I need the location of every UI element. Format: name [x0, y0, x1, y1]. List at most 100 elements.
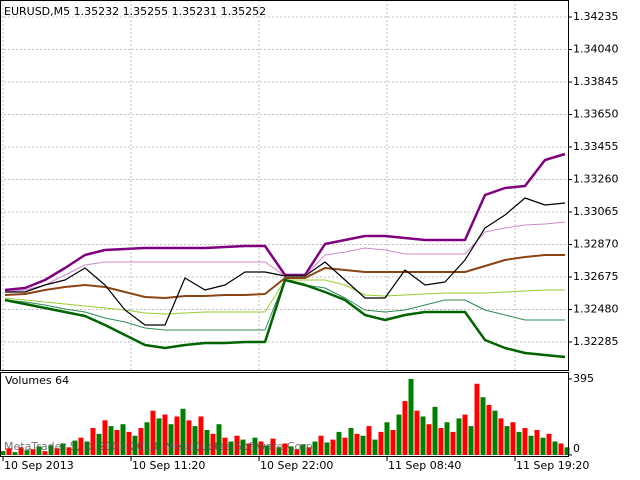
volume-bar [402, 401, 408, 455]
series-line [4, 278, 566, 359]
volume-bar [366, 426, 372, 455]
volume-bar [330, 439, 336, 455]
volume-bar [252, 437, 258, 455]
volume-bar [450, 431, 456, 455]
y-tick-label: 1.33260 [573, 173, 619, 186]
volume-bar [114, 429, 120, 455]
volume-bar [120, 424, 126, 455]
volume-bar [90, 428, 96, 455]
volume-bar [396, 414, 402, 455]
volume-bar [126, 431, 132, 455]
y-tick-label: 1.32675 [573, 270, 619, 283]
volume-bar [72, 440, 78, 455]
volume-bar [558, 443, 564, 455]
series-line [4, 152, 566, 292]
volume-bar [144, 422, 150, 455]
volume-bar [240, 439, 246, 455]
volume-bar [498, 418, 504, 455]
volume-bar [540, 437, 546, 455]
volume-bar [522, 428, 528, 455]
volume-bar [78, 437, 84, 455]
volume-bar [546, 433, 552, 455]
volume-bar [390, 429, 396, 455]
volume-bar [234, 435, 240, 455]
watermark: MetaTrader 5, © 2001-2013, MetaQuotes So… [4, 440, 316, 453]
volume-bar [492, 410, 498, 455]
volume-bar [246, 443, 252, 455]
volume-bar [174, 416, 180, 455]
volume-bar [294, 449, 300, 455]
volume-bar [324, 442, 330, 455]
chart-title: EURUSD,M5 1.35232 1.35255 1.35231 1.3525… [4, 5, 266, 18]
volume-bar [96, 433, 102, 455]
y-tick-label: 395 [573, 372, 594, 385]
volume-bar [438, 428, 444, 455]
volume-bar [54, 448, 60, 455]
volume-bar [12, 452, 18, 455]
volume-bar [66, 447, 72, 455]
volume-bar [408, 378, 414, 455]
volume-bar [180, 408, 186, 455]
volume-bar [348, 428, 354, 455]
volume-bar [552, 441, 558, 455]
volume-bar [318, 435, 324, 455]
volume-bar [342, 437, 348, 455]
volume-bar [420, 416, 426, 455]
volume-bar [288, 446, 294, 455]
volume-bar [354, 433, 360, 455]
volume-bar [60, 443, 66, 455]
y-tick-label: 1.32285 [573, 335, 619, 348]
y-tick-label: 1.34235 [573, 10, 619, 23]
volume-bar [204, 429, 210, 455]
y-tick-label: 1.33650 [573, 108, 619, 121]
volume-bar [210, 433, 216, 455]
volume-bar [504, 426, 510, 455]
y-tick-label: 1.33845 [573, 75, 619, 88]
x-tick-label: 10 Sep 22:00 [260, 459, 333, 472]
y-tick-label: 1.34040 [573, 43, 619, 56]
volume-bar [432, 406, 438, 455]
volume-bar [192, 426, 198, 455]
volume-bar [264, 445, 270, 455]
grid-layer [0, 0, 568, 370]
volume-bar [468, 426, 474, 455]
volume-bar [228, 441, 234, 455]
volume-bar [372, 439, 378, 455]
series-line [5, 197, 566, 326]
volume-bar [36, 446, 42, 455]
volume-bar [132, 435, 138, 455]
volume-bar [306, 447, 312, 455]
volume-bar [198, 416, 204, 455]
volume-bar [42, 451, 48, 455]
series-line [4, 254, 565, 299]
volume-bar [18, 447, 24, 455]
x-tick-label: 10 Sep 2013 [4, 459, 74, 472]
x-tick-label: 10 Sep 11:20 [132, 459, 205, 472]
volume-bar [222, 437, 228, 455]
volume-bar [216, 424, 222, 455]
volume-bar [162, 414, 168, 455]
volume-bar [0, 451, 6, 455]
volume-bar [444, 422, 450, 455]
volume-bar [282, 443, 288, 455]
volume-bar [150, 410, 156, 455]
volume-bar [312, 441, 318, 455]
y-tick-label: 0 [573, 442, 580, 455]
volume-bar [426, 424, 432, 455]
volume-bar [270, 438, 276, 455]
volume-bar [102, 420, 108, 455]
volume-bar [24, 450, 30, 455]
volume-bar [510, 422, 516, 455]
volume-bar [486, 404, 492, 455]
volume-frame [0, 372, 569, 457]
volume-bar [456, 418, 462, 455]
volume-bar [516, 431, 522, 455]
plot-layer [0, 152, 570, 455]
y-tick-label: 1.32480 [573, 303, 619, 316]
x-tick-label: 11 Sep 19:20 [516, 459, 589, 472]
volume-bar [462, 414, 468, 455]
volume-bar [138, 428, 144, 455]
volume-bar [258, 441, 264, 455]
